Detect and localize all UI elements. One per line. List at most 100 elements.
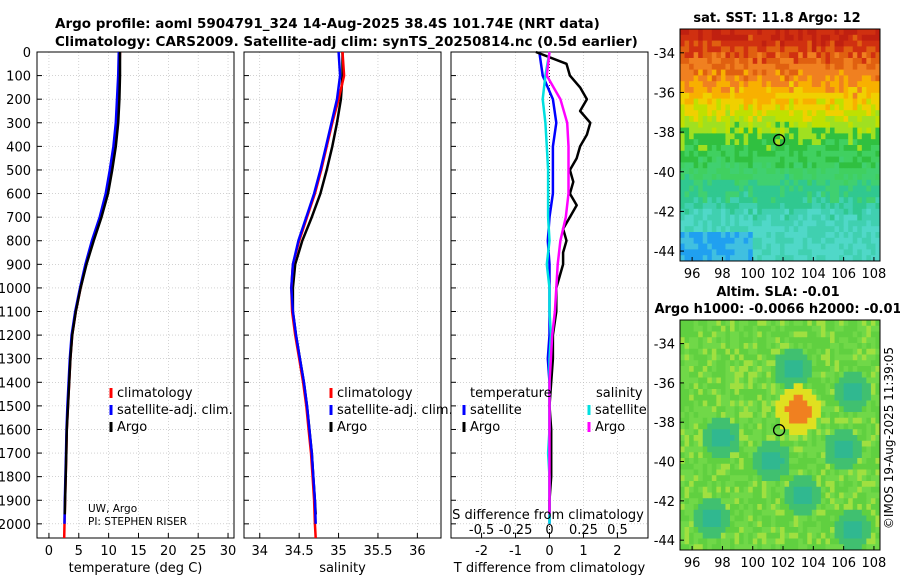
map-cell bbox=[875, 383, 881, 390]
map-cell bbox=[848, 214, 854, 221]
map-cell bbox=[725, 440, 731, 447]
map-cell bbox=[861, 377, 867, 384]
map-cell bbox=[830, 377, 835, 384]
map-cell bbox=[761, 40, 767, 47]
map-cell bbox=[739, 423, 745, 430]
map-cell bbox=[784, 168, 790, 175]
map-cell bbox=[870, 469, 876, 476]
map-cell bbox=[770, 371, 776, 378]
map-cell bbox=[780, 389, 785, 396]
map-cell bbox=[798, 423, 804, 430]
map-cell bbox=[775, 377, 781, 384]
map-cell bbox=[720, 458, 726, 465]
map-cell bbox=[820, 527, 826, 534]
map-cell bbox=[766, 104, 772, 111]
map-cell bbox=[870, 40, 876, 47]
map-cell bbox=[757, 354, 763, 361]
map-cell bbox=[780, 509, 785, 516]
map-cell bbox=[830, 417, 835, 424]
map-cell bbox=[698, 220, 704, 227]
map-cell bbox=[798, 452, 804, 459]
map-cell bbox=[707, 81, 713, 88]
map-cell bbox=[784, 127, 790, 134]
map-cell bbox=[807, 232, 813, 239]
map-cell bbox=[748, 208, 754, 215]
map-cell bbox=[752, 371, 758, 378]
map-cell bbox=[780, 208, 785, 215]
map-cell bbox=[711, 156, 717, 163]
map-cell bbox=[866, 325, 872, 332]
map-cell bbox=[770, 400, 776, 407]
map-cell bbox=[843, 320, 849, 327]
map-cell bbox=[816, 429, 822, 436]
map-cell bbox=[843, 337, 849, 344]
map-cell bbox=[757, 469, 763, 476]
map-cell bbox=[843, 92, 849, 99]
map-cell bbox=[857, 383, 863, 390]
map-cell bbox=[707, 389, 713, 396]
map-cell bbox=[761, 481, 767, 488]
map-cell bbox=[798, 509, 804, 516]
map-cell bbox=[848, 232, 854, 239]
map-cell bbox=[852, 255, 858, 262]
map-cell bbox=[793, 133, 799, 140]
map-cell bbox=[793, 527, 799, 534]
map-cell bbox=[752, 58, 758, 65]
map-cell bbox=[866, 63, 872, 70]
map-cell bbox=[766, 87, 772, 94]
map-cell bbox=[684, 29, 690, 36]
map-cell bbox=[689, 220, 695, 227]
map-cell bbox=[866, 383, 872, 390]
map-cell bbox=[830, 58, 835, 65]
map-cell bbox=[684, 110, 690, 117]
map-cell bbox=[752, 46, 758, 53]
map-cell bbox=[766, 214, 772, 221]
y-tick-label: -40 bbox=[654, 456, 675, 471]
map-cell bbox=[775, 104, 781, 111]
map-cell bbox=[720, 532, 726, 539]
map-cell bbox=[843, 486, 849, 493]
map-cell bbox=[711, 174, 717, 181]
map-cell bbox=[789, 544, 795, 551]
map-cell bbox=[748, 325, 754, 332]
map-cell bbox=[830, 243, 835, 250]
map-cell bbox=[852, 383, 858, 390]
map-cell bbox=[811, 423, 817, 430]
map-cell bbox=[775, 538, 781, 545]
map-cell bbox=[807, 214, 813, 221]
map-cell bbox=[784, 509, 790, 516]
map-cell bbox=[870, 34, 876, 41]
map-cell bbox=[820, 63, 826, 70]
map-cell bbox=[834, 87, 840, 94]
map-cell bbox=[734, 214, 740, 221]
map-cell bbox=[789, 446, 795, 453]
map-cell bbox=[802, 46, 808, 53]
map-cell bbox=[743, 446, 749, 453]
map-cell bbox=[789, 331, 795, 338]
map-cell bbox=[770, 320, 776, 327]
map-cell bbox=[761, 127, 767, 134]
map-cell bbox=[834, 360, 840, 367]
map-cell bbox=[684, 406, 690, 413]
map-cell bbox=[802, 366, 808, 373]
map-cell bbox=[689, 237, 695, 244]
map-cell bbox=[866, 243, 872, 250]
map-cell bbox=[770, 394, 776, 401]
map-cell bbox=[866, 377, 872, 384]
map-cell bbox=[780, 191, 785, 198]
x-tick-label: 108 bbox=[862, 556, 887, 571]
map-cell bbox=[848, 458, 854, 465]
map-cell bbox=[798, 104, 804, 111]
map-cell bbox=[766, 127, 772, 134]
map-cell bbox=[848, 377, 854, 384]
map-cell bbox=[820, 243, 826, 250]
map-cell bbox=[734, 429, 740, 436]
map-cell bbox=[752, 498, 758, 505]
map-cell bbox=[748, 226, 754, 233]
map-cell bbox=[780, 481, 785, 488]
map-cell bbox=[793, 469, 799, 476]
map-cell bbox=[766, 237, 772, 244]
map-cell bbox=[870, 174, 876, 181]
y-tick-label: 1600 bbox=[0, 423, 31, 438]
map-cell bbox=[757, 92, 763, 99]
